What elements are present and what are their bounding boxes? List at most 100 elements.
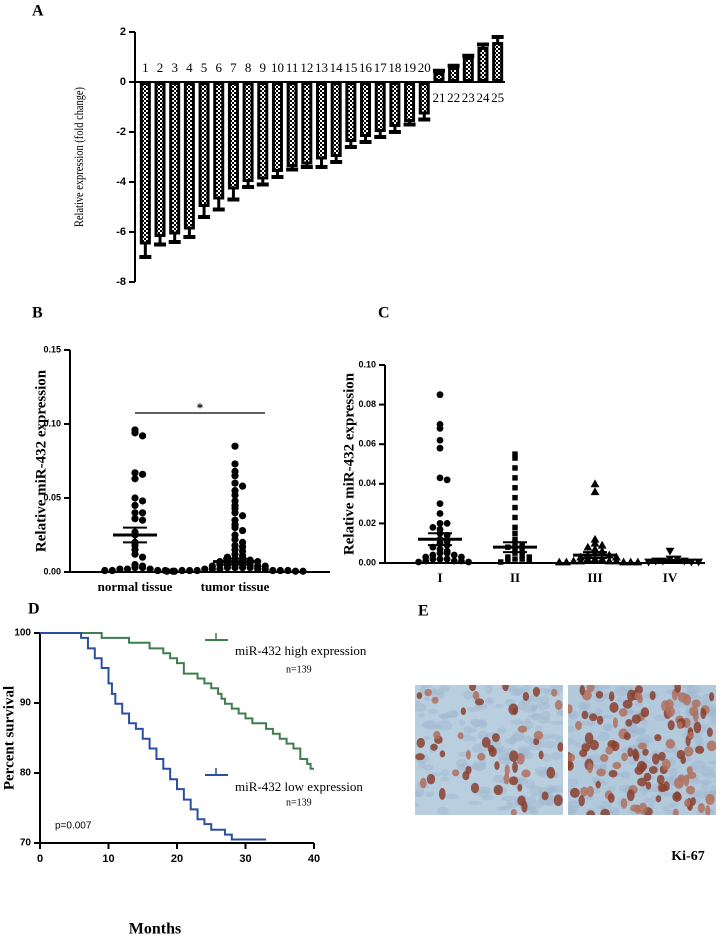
bar-pattern <box>333 85 339 154</box>
stroma <box>536 687 551 694</box>
stained-nucleus <box>460 707 466 716</box>
stained-nucleus <box>581 743 591 752</box>
stained-nucleus <box>642 748 649 756</box>
stroma <box>607 785 617 792</box>
data-point <box>131 563 139 572</box>
data-point <box>505 554 511 560</box>
data-point <box>436 520 444 527</box>
bar-label: 10 <box>271 60 284 75</box>
bar-pattern <box>363 85 369 134</box>
stroma <box>709 706 716 714</box>
stained-nucleus <box>491 733 500 743</box>
legend-note: n=139 <box>286 797 312 808</box>
stroma <box>526 695 542 703</box>
data-point <box>512 536 518 542</box>
stained-nucleus <box>607 793 615 803</box>
stroma <box>654 715 667 722</box>
data-point <box>512 485 518 491</box>
stroma <box>695 789 707 800</box>
y-tick-label: 0.10 <box>43 418 61 428</box>
stained-nucleus <box>568 704 573 714</box>
stroma <box>550 751 563 761</box>
y-axis-label: Relative miR-432 expression <box>341 372 357 555</box>
stroma <box>509 685 523 696</box>
stained-nucleus <box>631 714 641 724</box>
stained-nucleus <box>509 750 519 762</box>
stained-nucleus <box>541 791 549 801</box>
stained-nucleus <box>674 685 681 693</box>
stroma <box>580 703 589 714</box>
bar-label: 5 <box>201 60 208 75</box>
stroma <box>641 719 648 726</box>
data-point <box>554 557 564 566</box>
image-caption: Ki-67 <box>671 849 704 864</box>
stained-nucleus <box>546 766 556 779</box>
stained-nucleus <box>474 698 485 706</box>
data-point <box>154 566 162 575</box>
data-point <box>519 542 525 548</box>
data-point <box>246 563 254 572</box>
stained-nucleus <box>627 747 634 757</box>
stroma <box>603 692 611 700</box>
y-tick-label: 0 <box>120 76 126 88</box>
stroma <box>517 700 526 710</box>
stroma <box>690 760 707 770</box>
bar-pattern <box>289 85 295 164</box>
x-tick-label: IV <box>663 570 678 585</box>
data-point <box>512 556 518 562</box>
data-point <box>261 565 269 573</box>
stained-nucleus <box>665 739 676 749</box>
stroma <box>415 787 425 797</box>
stained-nucleus <box>626 789 635 802</box>
data-point <box>231 524 239 532</box>
x-tick-label: 0 <box>37 853 43 865</box>
stained-nucleus <box>517 725 528 733</box>
stained-nucleus <box>521 769 531 778</box>
stroma <box>595 805 606 810</box>
bar-pattern <box>348 85 354 139</box>
data-point <box>429 523 437 531</box>
stained-nucleus <box>608 691 615 702</box>
stained-nucleus <box>665 699 674 710</box>
data-point <box>208 565 216 573</box>
data-point <box>231 509 239 517</box>
data-point <box>519 556 525 562</box>
stained-nucleus <box>612 717 618 729</box>
bar-pattern <box>186 85 192 227</box>
stained-nucleus <box>580 786 589 797</box>
data-point <box>131 469 139 477</box>
x-tick-label: I <box>437 570 442 585</box>
bar-label: 11 <box>286 60 299 75</box>
bar-label: 12 <box>300 60 313 75</box>
bar-pattern <box>319 85 324 157</box>
data-point <box>597 540 607 549</box>
data-point <box>590 534 600 543</box>
bar-pattern <box>377 85 383 129</box>
stroma <box>485 685 493 695</box>
bar-pattern <box>157 85 163 234</box>
stained-nucleus <box>637 777 647 787</box>
bar-label: 21 <box>432 90 445 105</box>
legend-note: n=139 <box>286 664 312 675</box>
data-point <box>512 524 518 531</box>
bar-label: 23 <box>462 90 475 105</box>
stroma <box>510 719 524 726</box>
data-point <box>422 557 430 565</box>
stained-nucleus <box>648 766 658 774</box>
stroma <box>568 738 577 745</box>
stained-nucleus <box>533 730 544 740</box>
stroma <box>512 730 525 741</box>
bar-label: 14 <box>330 60 344 75</box>
x-tick-label: 10 <box>102 853 114 865</box>
data-point <box>512 451 518 457</box>
data-point <box>512 455 518 461</box>
stained-nucleus <box>589 739 599 751</box>
stained-nucleus <box>477 752 486 761</box>
stroma <box>643 788 655 793</box>
data-point <box>146 565 154 573</box>
data-point <box>291 567 300 575</box>
stained-nucleus <box>637 742 647 750</box>
stained-nucleus <box>579 685 585 696</box>
y-tick-label: 0.02 <box>358 518 376 528</box>
data-point <box>123 565 132 573</box>
